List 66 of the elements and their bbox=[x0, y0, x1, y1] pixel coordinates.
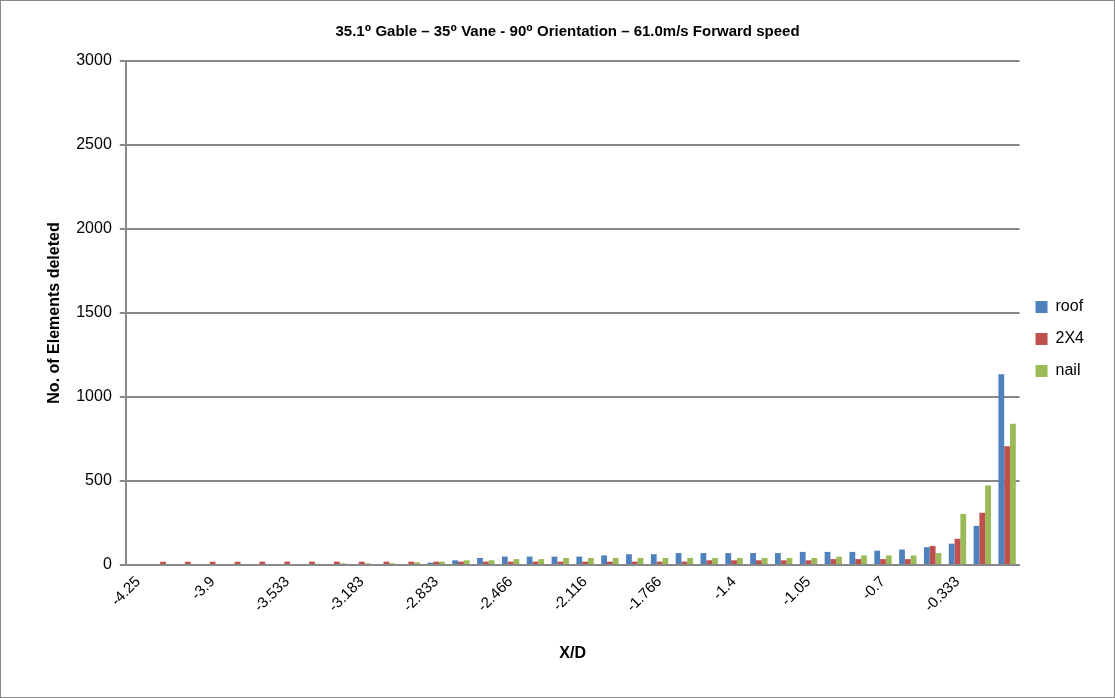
bar bbox=[998, 374, 1005, 564]
y-tick-label: 1500 bbox=[76, 303, 112, 321]
bar bbox=[712, 557, 718, 564]
bar bbox=[948, 543, 955, 564]
y-axis-title: No. of Elements deleted bbox=[45, 222, 63, 404]
bar bbox=[488, 560, 495, 564]
bar bbox=[750, 553, 756, 564]
bar bbox=[725, 553, 732, 564]
y-tick-label: 0 bbox=[102, 555, 112, 573]
bar bbox=[1004, 446, 1011, 564]
x-axis-title: X/D bbox=[559, 643, 586, 661]
bar bbox=[923, 547, 930, 564]
bar bbox=[799, 551, 806, 564]
bar bbox=[538, 559, 545, 564]
chart-title: 35.1⁰ Gable – 35⁰ Vane - 90⁰ Orientation – 61.0m/s Forward speed bbox=[335, 22, 800, 40]
bar bbox=[861, 555, 867, 564]
bar bbox=[755, 560, 762, 564]
bar bbox=[731, 560, 737, 564]
bar bbox=[899, 549, 905, 564]
bar bbox=[687, 557, 694, 564]
legend-label: roof bbox=[1055, 297, 1084, 315]
bar bbox=[885, 555, 892, 564]
bar bbox=[736, 557, 743, 564]
bar bbox=[910, 555, 917, 564]
bar bbox=[805, 560, 812, 564]
bar bbox=[761, 557, 768, 564]
legend-label: 2X4 bbox=[1055, 329, 1085, 347]
bar bbox=[587, 557, 594, 564]
bar bbox=[626, 554, 632, 564]
bar bbox=[985, 485, 991, 564]
bar bbox=[563, 557, 569, 564]
bar bbox=[706, 560, 713, 564]
bar bbox=[477, 557, 483, 564]
bar bbox=[811, 557, 818, 564]
y-tick-label: 500 bbox=[85, 471, 112, 489]
bar bbox=[526, 556, 533, 564]
bar bbox=[830, 559, 837, 564]
bar bbox=[904, 559, 911, 564]
legend-label: nail bbox=[1055, 361, 1081, 379]
bar bbox=[576, 556, 583, 564]
y-tick-label: 3000 bbox=[76, 51, 112, 69]
y-tick-label: 2000 bbox=[76, 219, 112, 237]
bar bbox=[780, 560, 787, 564]
bar bbox=[463, 560, 470, 564]
y-tick-label: 1000 bbox=[76, 387, 112, 405]
y-tick-label: 2500 bbox=[76, 135, 112, 153]
bar bbox=[612, 557, 619, 564]
x-tick-label: -3.9 bbox=[187, 572, 218, 603]
bar bbox=[501, 556, 508, 564]
x-tick-label: -1.4 bbox=[708, 572, 740, 603]
bar bbox=[601, 555, 608, 564]
bar bbox=[513, 559, 520, 564]
bar bbox=[880, 559, 886, 564]
bar bbox=[650, 554, 657, 564]
bar bbox=[960, 513, 967, 564]
bar bbox=[874, 550, 881, 564]
bar bbox=[662, 557, 669, 564]
bar bbox=[1010, 423, 1016, 564]
bar bbox=[979, 512, 986, 564]
bar bbox=[452, 560, 459, 564]
bar bbox=[836, 556, 843, 564]
bar bbox=[929, 546, 936, 564]
bar bbox=[855, 559, 862, 564]
bar bbox=[775, 553, 781, 564]
x-tick-label: -0.7 bbox=[857, 572, 889, 603]
bar bbox=[849, 551, 856, 564]
